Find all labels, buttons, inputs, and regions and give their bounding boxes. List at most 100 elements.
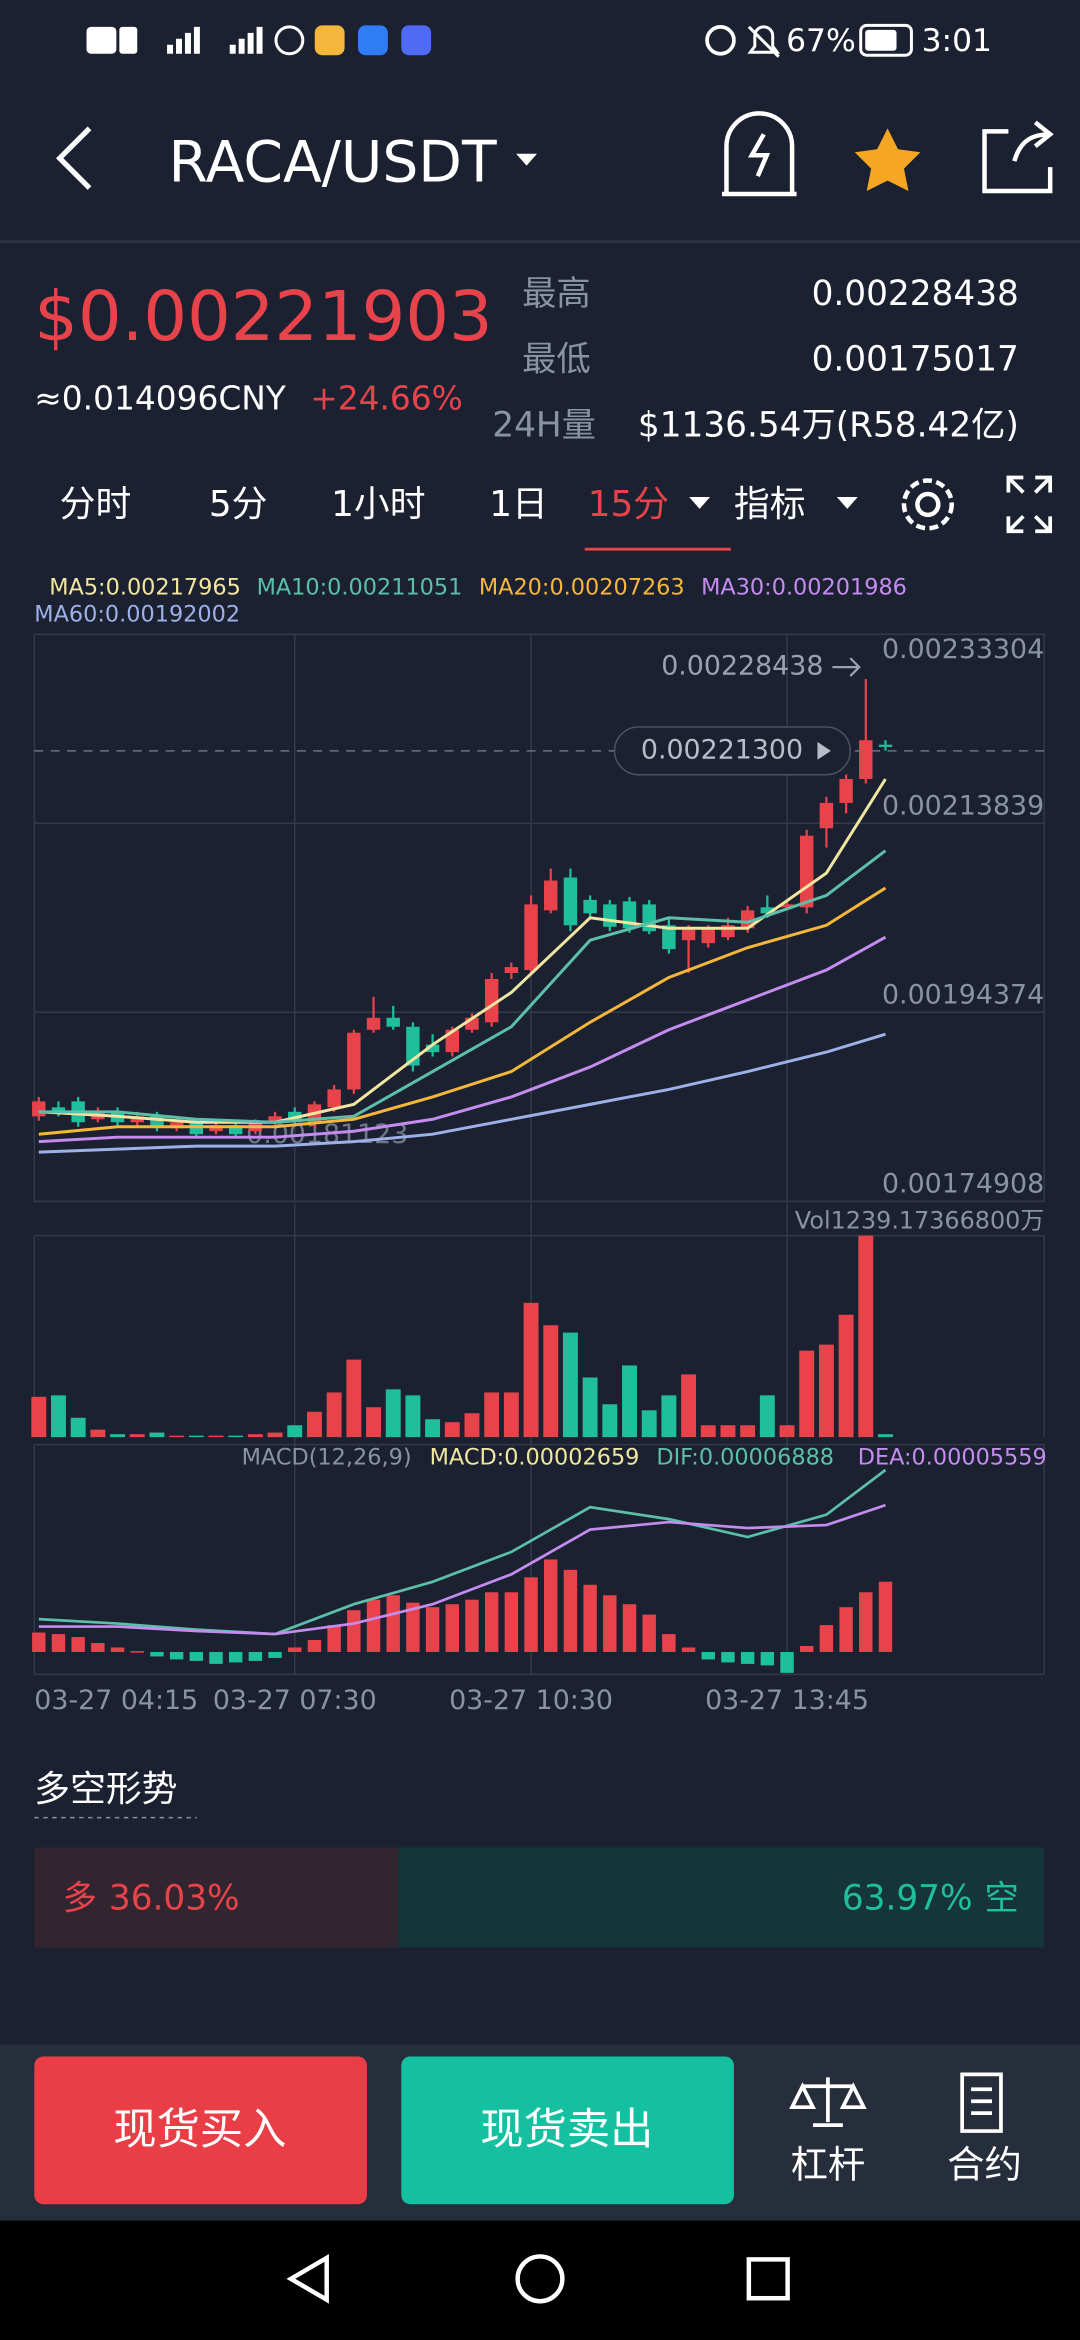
tab[interactable]: 5分 — [209, 484, 268, 525]
tab-dropdown[interactable] — [689, 496, 711, 509]
status-icon — [119, 26, 138, 54]
status-icon — [86, 26, 117, 54]
macd-bar — [800, 1645, 814, 1652]
short-share-label: 63.97% 空 — [842, 1878, 1019, 1918]
margin-button[interactable]: 杠杆 — [789, 2077, 867, 2186]
macd-bar — [248, 1651, 263, 1661]
macd-bar — [642, 1614, 656, 1652]
volume-bar — [267, 1432, 283, 1438]
volume-bar — [562, 1332, 578, 1438]
y-tick-label: 0.00213839 — [882, 790, 1044, 821]
legend-entry: MA5:0.00217965 — [49, 574, 241, 600]
tab-active[interactable]: 15分 — [588, 484, 669, 525]
moving-average-line — [38, 935, 887, 1144]
volume-title: Vol1239.17366800万 — [795, 1207, 1044, 1235]
buy-button[interactable]: 现货买入 — [34, 2056, 367, 2205]
candle-body — [603, 904, 617, 927]
gear-outline — [901, 478, 954, 531]
volume-bar — [858, 1235, 874, 1438]
volume-bar — [287, 1425, 303, 1438]
margin-icon — [789, 2077, 867, 2127]
sell-button[interactable]: 现货卖出 — [401, 2056, 734, 2205]
sell-label[interactable]: 现货卖出 — [480, 2105, 653, 2155]
candle-body — [839, 779, 853, 803]
macd-bar — [150, 1651, 164, 1657]
nav-recents[interactable] — [746, 2257, 790, 2301]
candle-body — [366, 1017, 381, 1030]
macd-line — [38, 1503, 886, 1636]
volume-bar — [878, 1434, 893, 1438]
gear-center — [915, 491, 941, 518]
sentiment-title: 多空形势 — [34, 1769, 177, 1810]
label-part: 63.97% — [842, 1878, 973, 1918]
clock: 3:01 — [922, 23, 992, 59]
max-price-arrow — [832, 657, 861, 677]
volume-bar — [661, 1395, 677, 1438]
settings-button[interactable] — [901, 478, 954, 531]
volume-bar — [366, 1407, 381, 1438]
status-icon — [274, 25, 305, 56]
candle-body — [583, 899, 597, 914]
macd-bar — [209, 1651, 223, 1664]
futures-button[interactable]: 合约 — [947, 2072, 1022, 2186]
label-part: 36.03% — [109, 1878, 240, 1918]
back-button[interactable] — [55, 126, 92, 190]
tab[interactable]: 1日 — [489, 484, 548, 525]
tab[interactable]: 指标 — [734, 484, 806, 525]
alert-button[interactable] — [721, 111, 797, 197]
margin-label[interactable]: 杠杆 — [791, 2142, 866, 2186]
volume-bar — [228, 1435, 244, 1438]
macd-bar — [544, 1559, 558, 1652]
macd-bar — [51, 1634, 66, 1652]
futures-label[interactable]: 合约 — [947, 2142, 1022, 2186]
volume-bar — [385, 1389, 401, 1438]
nav-back[interactable] — [286, 2254, 329, 2304]
volume-bar — [425, 1419, 441, 1438]
volume-bar — [129, 1434, 145, 1438]
x-tick-label: 03-27 07:30 — [213, 1685, 377, 1716]
fullscreen-button[interactable] — [1006, 475, 1053, 534]
legend-entry: MA30:0.00201986 — [701, 574, 907, 600]
volume-value: $1136.54万(R58.42亿) — [638, 405, 1019, 445]
candle-body — [662, 925, 676, 950]
share-button[interactable] — [982, 120, 1054, 194]
futures-icon — [960, 2072, 1003, 2133]
nav-bar — [0, 2220, 1080, 2340]
macd-bar — [701, 1651, 715, 1660]
macd-bar — [662, 1634, 676, 1652]
candle-body — [524, 904, 538, 971]
long-share-label: 多 36.03% — [63, 1878, 240, 1918]
candle-body — [347, 1032, 361, 1090]
buy-label[interactable]: 现货买入 — [113, 2105, 286, 2155]
volume-bar — [818, 1344, 834, 1438]
current-price-box — [613, 726, 852, 776]
alarm-icon — [705, 24, 736, 56]
change: +24.66% — [310, 379, 463, 417]
tab[interactable]: 分时 — [60, 484, 132, 525]
volume-bar — [838, 1314, 854, 1438]
tab-dropdown[interactable] — [836, 496, 858, 509]
app-icon — [358, 25, 388, 56]
volume-bar — [484, 1392, 500, 1438]
volume-bar — [641, 1410, 657, 1438]
high-value: 0.00228438 — [812, 274, 1019, 314]
pair-title[interactable]: RACA/USDT — [169, 129, 497, 195]
volume-bar — [622, 1365, 637, 1438]
pair-dropdown[interactable] — [516, 153, 538, 166]
label-part: 空 — [985, 1878, 1019, 1918]
macd-bar — [524, 1577, 538, 1652]
nav-home[interactable] — [515, 2254, 565, 2304]
low-value: 0.00175017 — [812, 340, 1019, 380]
macd-bar — [583, 1584, 597, 1652]
favorite-button[interactable] — [854, 128, 921, 192]
macd-bar — [110, 1647, 125, 1652]
candle-body — [386, 1017, 400, 1027]
volume-bar — [681, 1374, 697, 1438]
legend-entry: MA60:0.00192002 — [34, 601, 240, 627]
tab[interactable]: 1小时 — [331, 484, 425, 525]
macd-bar — [839, 1607, 853, 1652]
macd-bar — [406, 1602, 420, 1652]
volume-bar — [405, 1395, 421, 1438]
